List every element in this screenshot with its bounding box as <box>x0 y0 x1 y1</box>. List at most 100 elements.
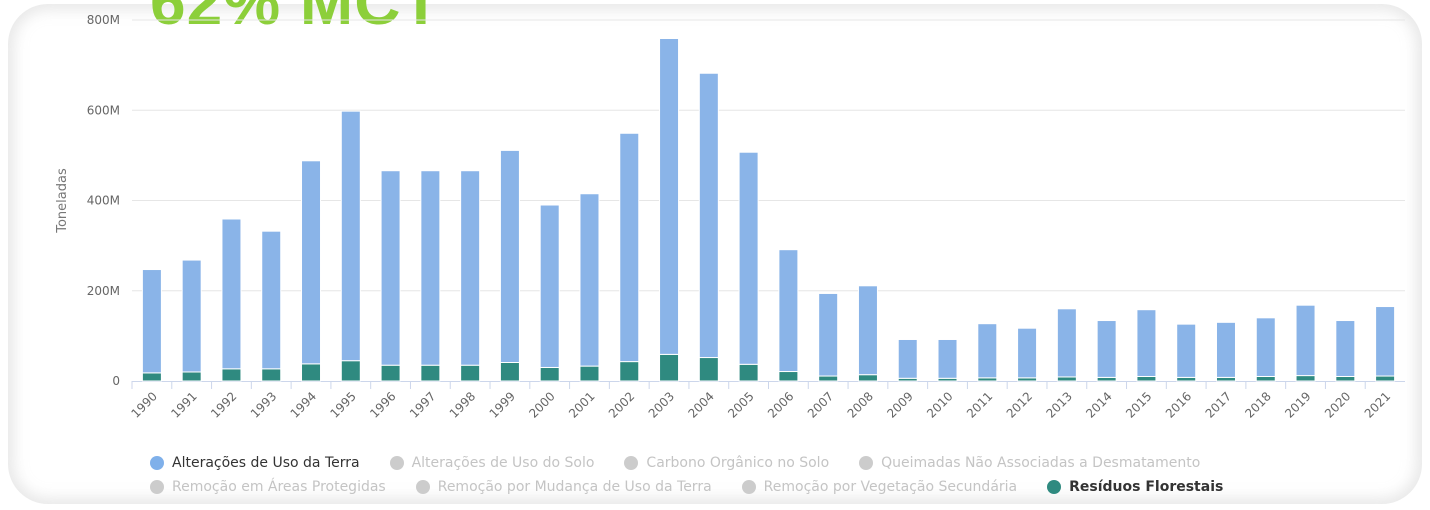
x-tick-label: 2009 <box>884 389 915 420</box>
x-tick-label: 2019 <box>1282 389 1313 420</box>
bar-segment <box>1136 375 1157 382</box>
x-tick-label: 2008 <box>845 389 876 420</box>
x-tick-label: 2003 <box>646 389 677 420</box>
y-tick-label: 200M <box>87 284 120 298</box>
x-tick-label: 1991 <box>168 389 199 420</box>
bar-segment <box>301 160 322 365</box>
bar-segment <box>1255 375 1276 382</box>
legend-dot-icon <box>624 456 639 470</box>
legend-item[interactable]: Carbono Orgânico no Solo <box>624 455 829 471</box>
bar-segment <box>499 149 520 363</box>
bar-segment <box>420 170 441 366</box>
bar-segment <box>1335 320 1356 377</box>
x-tick-label: 1994 <box>288 389 319 420</box>
bar-segment <box>857 374 878 382</box>
bar-segment <box>460 364 481 382</box>
bar-segment <box>1056 376 1077 382</box>
bar-segment <box>619 361 640 382</box>
x-tick-label: 2007 <box>805 389 836 420</box>
x-tick-label: 2004 <box>685 389 716 420</box>
y-tick-label: 800M <box>87 13 120 27</box>
legend-item[interactable]: Remoção por Vegetação Secundária <box>741 479 1018 495</box>
x-tick-label: 2000 <box>526 389 557 420</box>
bar-segment <box>539 366 560 382</box>
x-tick-label: 2005 <box>725 389 756 420</box>
legend-item[interactable]: Alterações de Uso do Solo <box>389 455 595 471</box>
legend-label: Alterações de Uso do Solo <box>411 455 595 471</box>
bar-segment <box>698 72 719 359</box>
bar-segment <box>460 170 481 366</box>
legend-item[interactable]: Resíduos Florestais <box>1047 479 1223 495</box>
x-tick-label: 2018 <box>1242 389 1273 420</box>
bar-segment <box>221 368 242 382</box>
x-tick-label: 2012 <box>1004 389 1035 420</box>
bar-segment <box>1215 376 1236 382</box>
x-tick-label: 1993 <box>248 389 279 420</box>
bar-segment <box>937 338 958 379</box>
legend-item[interactable]: Alterações de Uso da Terra <box>150 455 360 471</box>
chart-legend: Alterações de Uso da Terra Alterações de … <box>150 452 1350 500</box>
y-tick-label: 600M <box>87 103 120 117</box>
x-tick-label: 2020 <box>1322 389 1353 420</box>
bar-segment <box>1096 376 1117 382</box>
bar-segment <box>1056 308 1077 378</box>
x-tick-label: 1990 <box>129 389 160 420</box>
bar-segment <box>1096 320 1117 378</box>
bar-segment <box>380 364 401 382</box>
x-tick-label: 1999 <box>487 389 518 420</box>
x-tick-label: 1997 <box>407 389 438 420</box>
y-axis-title: Toneladas <box>55 168 70 234</box>
bar-segment <box>579 365 600 382</box>
y-tick-label: 400M <box>87 194 120 208</box>
x-tick-label: 2001 <box>566 389 597 420</box>
legend-row: Remoção em Áreas Protegidas Remoção por M… <box>150 476 1350 498</box>
legend-label: Remoção por Mudança de Uso da Terra <box>437 479 712 495</box>
x-tick-label: 2015 <box>1123 389 1154 420</box>
bar-segment <box>141 372 162 382</box>
legend-item[interactable]: Remoção em Áreas Protegidas <box>150 479 386 495</box>
legend-label: Queimadas Não Associadas a Desmatamento <box>881 455 1201 471</box>
x-tick-label: 2010 <box>924 389 955 420</box>
x-tick-label: 2016 <box>1163 389 1194 420</box>
bar-segment <box>141 269 162 374</box>
legend-label: Resíduos Florestais <box>1069 479 1224 495</box>
bar-segment <box>340 110 361 362</box>
x-tick-label: 1998 <box>447 389 478 420</box>
legend-label: Remoção por Vegetação Secundária <box>763 479 1018 495</box>
bar-segment <box>1375 375 1396 382</box>
bar-segment <box>738 363 759 382</box>
legend-row: Alterações de Uso da Terra Alterações de … <box>150 452 1350 474</box>
bar-segment <box>778 371 799 382</box>
legend-label: Alterações de Uso da Terra <box>172 455 360 471</box>
bar-segment <box>261 230 282 370</box>
bar-segment <box>1375 306 1396 377</box>
legend-dot-icon <box>859 456 874 470</box>
legend-label: Carbono Orgânico no Solo <box>646 455 830 471</box>
bar-segment <box>659 38 680 355</box>
bar-segment <box>818 375 839 382</box>
bar-segment <box>778 249 799 373</box>
x-tick-label: 1992 <box>208 389 239 420</box>
legend-item[interactable]: Queimadas Não Associadas a Desmatamento <box>859 455 1200 471</box>
bar-segment <box>221 218 242 370</box>
bar-segment <box>579 193 600 367</box>
bar-segment <box>261 368 282 382</box>
x-tick-label: 2006 <box>765 389 796 420</box>
bar-segment <box>181 371 202 382</box>
bar-segment <box>818 292 839 377</box>
x-tick-label: 2017 <box>1203 389 1234 420</box>
x-tick-label: 2013 <box>1043 389 1074 420</box>
legend-dot-icon <box>415 480 430 494</box>
x-tick-label: 1996 <box>367 389 398 420</box>
bar-segment <box>1255 317 1276 377</box>
legend-dot-icon <box>150 480 164 494</box>
bar-segment <box>1017 327 1038 379</box>
legend-item[interactable]: Remoção por Mudança de Uso da Terra <box>415 479 712 495</box>
bar-segment <box>301 363 322 382</box>
bar-segment <box>897 338 918 379</box>
bar-segment <box>499 361 520 382</box>
bar-segment <box>539 204 560 368</box>
legend-dot-icon <box>389 456 404 470</box>
bar-segment <box>698 357 719 382</box>
legend-dot-icon <box>741 480 756 494</box>
